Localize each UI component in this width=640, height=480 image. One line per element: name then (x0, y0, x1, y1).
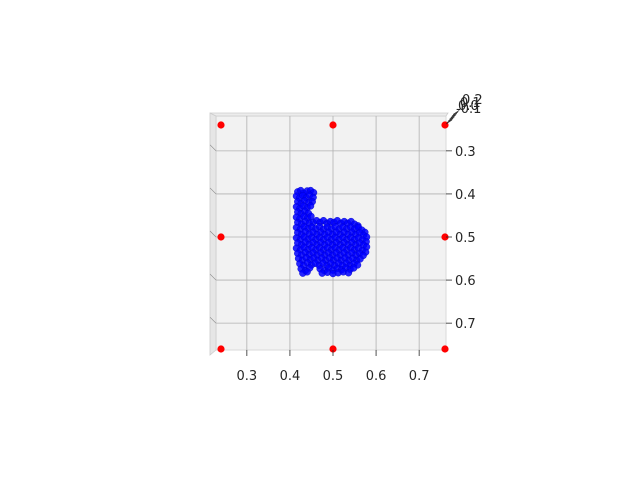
scatter-point (307, 212, 315, 220)
point-cloud (292, 186, 371, 278)
corner-marker (329, 345, 337, 353)
x-tick-label: 0.5 (323, 369, 344, 384)
y-tick-label: 0.6 (455, 274, 476, 289)
z-tick-label: 0.2 (462, 93, 483, 108)
left-tick-mark (209, 230, 217, 238)
z-tick-mark (445, 119, 453, 125)
left-tick-mark (209, 316, 217, 324)
z-tick-label: 0.0 (458, 99, 479, 114)
left-edge-ticks (209, 144, 217, 324)
z-tick-label: 0.1 (460, 96, 481, 111)
scatter-point (356, 255, 364, 263)
z-tick-mark (447, 118, 454, 123)
z-axis: 0.20.10.0-0.1 (445, 93, 483, 125)
scatter-point (303, 268, 311, 276)
scatter-point (344, 269, 353, 277)
left-tick-mark (209, 187, 217, 195)
corner-marker (217, 345, 225, 353)
corner-marker (441, 345, 449, 353)
y-tick-label: 0.5 (455, 231, 476, 246)
y-tick-label: 0.7 (455, 317, 476, 332)
top-pane (209, 112, 449, 117)
x-axis: 0.3 0.4 0.5 0.6 0.7 (237, 350, 430, 384)
corner-marker (217, 121, 225, 129)
corner-marker (441, 233, 449, 241)
scatter-point (350, 264, 358, 272)
z-tick-mark (448, 116, 455, 122)
x-tick-label: 0.4 (280, 369, 301, 384)
left-tick-mark (209, 273, 217, 281)
corner-marker (329, 121, 337, 129)
x-tick-label: 0.6 (366, 369, 387, 384)
x-tick-label: 0.7 (409, 369, 430, 384)
left-tick-mark (209, 144, 217, 152)
z-tick-mark (451, 111, 459, 117)
y-tick-label: 0.4 (455, 188, 476, 203)
z-tick-mark (449, 114, 456, 120)
x-tick-label: 0.3 (237, 369, 258, 384)
y-tick-label: 0.3 (455, 145, 476, 160)
z-tick-label: -0.1 (456, 102, 481, 117)
y-axis: 0.3 0.4 0.5 0.6 0.7 (446, 145, 476, 332)
corner-marker (217, 233, 225, 241)
scatter-point (307, 202, 315, 210)
z-tick-mark (450, 113, 457, 118)
z-tick-mark (453, 110, 460, 115)
